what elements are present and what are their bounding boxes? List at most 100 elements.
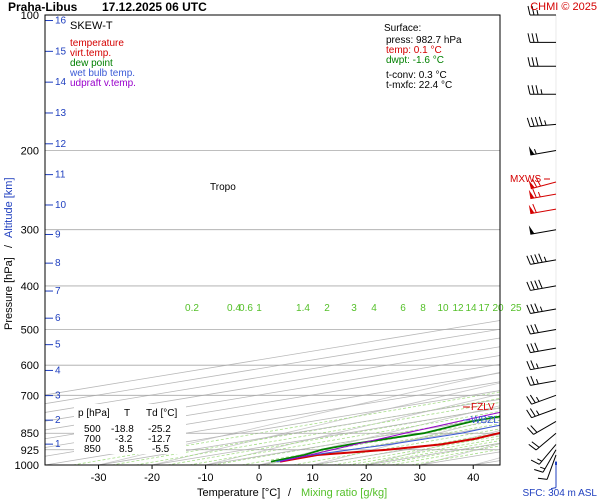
series-line-dew-point: [270, 415, 500, 463]
wind-barb-flag: [529, 408, 536, 417]
surface-tmxfc: t-mxfc: 22.4 °C: [386, 80, 452, 91]
wind-barb-flag: [526, 281, 531, 291]
wind-barb: [528, 203, 557, 215]
isotherm: [45, 355, 500, 431]
isotherm: [45, 346, 500, 422]
surface-tconv: t-conv: 0.3 °C: [386, 70, 447, 81]
wind-barb: [537, 454, 557, 480]
wind-barb: [526, 394, 557, 405]
grid: -80 °C-70-60-50-40-30-20-10 °C: [45, 15, 500, 465]
wind-barb-flag: [530, 360, 535, 370]
wind-barb-flag: [526, 255, 531, 265]
date-time: 17.12.2025 06 UTC: [102, 0, 207, 14]
wind-barb-half-flag: [537, 191, 541, 198]
surface-dwpt: dwpt: -1.6 °C: [386, 55, 444, 66]
wind-barb-flag: [530, 343, 535, 353]
series-line-temperature: [279, 431, 500, 463]
x-axis-title-temperature: Temperature [°C]: [197, 487, 280, 499]
wind-barb-flag: [532, 203, 537, 213]
wind-barb: [526, 420, 557, 435]
wind-barb: [528, 146, 557, 156]
series-group: [270, 411, 500, 463]
temperature-tick-label: 30: [414, 472, 426, 484]
legend-item-virt-temp: virt.temp.: [70, 48, 111, 59]
wind-barb-flag: [530, 459, 540, 465]
wind-barb-flag: [535, 85, 539, 95]
wind-barb: [526, 323, 557, 335]
wind-barb-flag: [535, 33, 539, 43]
y-axis-title-altitude: Altitude [km]: [3, 177, 15, 238]
wind-barb-pennant: [528, 189, 535, 199]
wind-barb-flag: [537, 477, 548, 480]
wind-barb-half-flag: [540, 89, 543, 95]
wind-barb: [550, 461, 557, 490]
wind-barb-staff: [531, 408, 557, 419]
wind-barb: [526, 279, 557, 291]
temperature-tick-label: 20: [360, 472, 372, 484]
legend-item-dew-point: dew point: [70, 58, 113, 69]
mixing-ratio-label: 4: [371, 303, 377, 314]
mixing-ratio-label: 25: [510, 303, 522, 314]
wind-barb-flag: [534, 323, 539, 333]
wind-barb-flag: [538, 116, 543, 126]
isotherm: [45, 328, 500, 405]
wind-barb: [526, 303, 557, 314]
wind-barb: [528, 188, 557, 200]
table-cell: -5.5: [152, 444, 170, 455]
level-table: p [hPa] T Td [°C] 500 -18.8 -25.2 700 -3…: [74, 404, 186, 455]
wind-barb: [526, 116, 557, 128]
wind-barb: [528, 432, 557, 451]
wind-barb-flag: [530, 375, 535, 385]
surface-info: Surface: press: 982.7 hPa temp: 0.1 °C d…: [380, 20, 472, 92]
wind-barb: [527, 5, 556, 16]
wind-barb-flag: [531, 441, 540, 448]
wind-barb-flag: [532, 188, 537, 198]
wind-barb-flag: [534, 280, 539, 290]
fzlv-label: FZLV: [471, 402, 495, 413]
mixing-ratio-line: [135, 402, 500, 465]
temperature-tick-label: -30: [91, 472, 107, 484]
table-cell: -25.2: [148, 424, 171, 435]
altitude-tick-label: 6: [55, 313, 61, 324]
series-line-wet-bulb-temp-: [276, 424, 500, 463]
wind-barb-flag: [534, 303, 539, 313]
wind-barb-flag: [535, 57, 539, 67]
pressure-tick-label: 200: [21, 145, 39, 157]
wind-barb-staff: [542, 449, 557, 473]
pressure-tick-label: 400: [21, 281, 39, 293]
y-axis-title-separator: /: [3, 244, 15, 248]
y-axis-title-pressure: Pressure [hPa]: [3, 257, 15, 330]
mixing-ratio-label: 14: [465, 303, 477, 314]
wind-barb-staff: [530, 181, 557, 190]
wind-barb-flag: [535, 177, 541, 187]
wind-barb: [530, 444, 557, 465]
wind-barb-half-flag: [539, 306, 543, 312]
surface-info-bg: [380, 20, 472, 92]
mixing-ratio-label: 2: [324, 303, 330, 314]
wind-barb-half-flag: [536, 410, 540, 416]
wind-barb-flag: [530, 254, 535, 264]
wind-barb-flag: [528, 443, 537, 451]
wind-barb: [526, 375, 557, 386]
table-cell: -12.7: [148, 434, 171, 445]
wind-barb: [528, 225, 557, 235]
x-axis-title: Temperature [°C] / Mixing ratio [g/kg]: [197, 487, 387, 499]
wind-barb: [526, 342, 557, 354]
mixing-ratio-label: 1: [256, 303, 262, 314]
wind-barb: [527, 33, 556, 43]
isotherm: [45, 320, 500, 396]
surface-press: press: 982.7 hPa: [386, 35, 462, 46]
altitude-tick-label: 11: [55, 170, 66, 181]
wind-barb-staff: [530, 308, 557, 314]
wind-barb-flag: [531, 85, 535, 95]
altitude-tick-label: 15: [55, 46, 67, 57]
series-line-udpraft-v-temp-: [279, 411, 500, 463]
tropopause-label: Tropo: [210, 182, 236, 193]
legend: SKEW-T temperature virt.temp. dew point …: [69, 20, 136, 89]
wind-barb-flag: [526, 343, 531, 353]
temperature-tick-label: -10: [198, 472, 214, 484]
wind-barb-pennant: [528, 146, 535, 155]
wind-barb: [526, 408, 557, 419]
wind-barb-flag: [527, 5, 531, 16]
